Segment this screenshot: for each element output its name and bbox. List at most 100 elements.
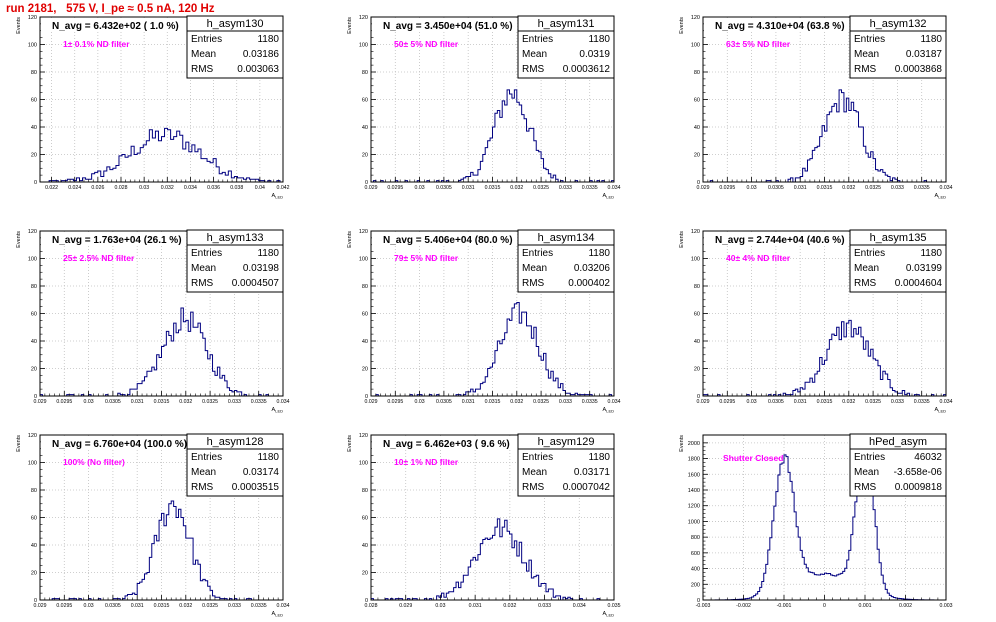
x-tick-label: 0.0295: [719, 185, 735, 191]
navg-text: N_avg = 1.763e+04 (26.1 %): [52, 235, 182, 246]
x-tick-label: 0.032: [179, 399, 192, 405]
stats-label: Mean: [854, 49, 879, 60]
x-tick-label: 0.029: [365, 185, 378, 191]
y-tick-label: 120: [691, 229, 700, 235]
x-axis-label: ALED: [935, 407, 947, 414]
x-tick-label: 0.0315: [485, 185, 501, 191]
navg-box: [704, 18, 849, 32]
y-tick-label: 40: [31, 125, 37, 131]
stats-label: Entries: [854, 452, 885, 463]
x-tick-label: 0.029: [365, 399, 378, 405]
stats-label: RMS: [854, 64, 877, 75]
y-tick-label: 20: [362, 153, 368, 159]
x-tick-label: 0.033: [228, 603, 241, 609]
navg-text: N_avg = 6.432e+02 ( 1.0 %): [52, 21, 179, 32]
y-tick-label: 120: [691, 15, 700, 21]
stats-label: RMS: [191, 278, 214, 289]
filter-annotation: 25± 2.5% ND filter: [63, 253, 135, 263]
stats-label: Entries: [854, 34, 885, 45]
stats-value: 0.03186: [243, 49, 280, 60]
histogram-line-h_asym132: [703, 89, 946, 183]
y-tick-label: 20: [31, 153, 37, 159]
x-axis-label: ALED: [603, 407, 615, 414]
x-tick-label: 0.0335: [582, 185, 598, 191]
y-axis-label: Events: [679, 231, 685, 248]
y-tick-label: 1200: [688, 504, 700, 510]
stats-value: 1180: [257, 34, 279, 45]
x-tick-label: 0.029: [399, 603, 412, 609]
y-tick-label: 80: [31, 70, 37, 76]
stats-value: 0.003063: [237, 64, 279, 75]
y-tick-label: 100: [359, 461, 368, 467]
stats-value: 0.0003612: [563, 64, 611, 75]
x-tick-label: 0.0335: [251, 603, 267, 609]
y-tick-label: 40: [362, 339, 368, 345]
x-tick-label: 0.0315: [154, 603, 170, 609]
run-title: run 2181, 575 V, I_pe ≈ 0.5 nA, 120 Hz: [6, 3, 215, 15]
histogram-panel-h_asym134: 0 20 40 60 80 100 120 0.029 0.0295 0.03 0.0305 0.03…: [347, 229, 621, 414]
x-tick-label: 0.028: [115, 185, 128, 191]
x-tick-label: 0.033: [228, 399, 241, 405]
x-tick-label: 0.034: [940, 185, 953, 191]
y-tick-label: 100: [691, 257, 700, 263]
y-tick-label: 100: [28, 43, 37, 49]
histogram-title: h_asym129: [538, 436, 595, 448]
x-tick-label: 0.0295: [387, 399, 403, 405]
x-tick-label: 0.0315: [154, 399, 170, 405]
stats-label: Entries: [191, 248, 222, 259]
y-tick-label: 120: [28, 229, 37, 235]
y-tick-label: 1000: [688, 519, 700, 525]
x-axis-label: ALED: [272, 407, 284, 414]
stats-value: 0.03174: [243, 467, 280, 478]
stats-box: [186, 448, 284, 497]
stats-value: -3.658e-06: [894, 467, 943, 478]
x-tick-label: 0.042: [277, 185, 290, 191]
histogram-title: h_asym134: [538, 232, 595, 244]
navg-box: [372, 436, 517, 450]
x-tick-label: 0.03: [139, 185, 149, 191]
stats-label: Entries: [854, 248, 885, 259]
y-axis-label: Events: [16, 435, 22, 452]
x-tick-label: 0.029: [34, 399, 47, 405]
stats-label: Entries: [522, 248, 553, 259]
x-axis-label: ALED: [603, 611, 615, 618]
x-tick-label: 0.03: [415, 399, 425, 405]
y-tick-label: 40: [694, 125, 700, 131]
y-tick-label: 1400: [688, 488, 700, 494]
y-tick-label: 80: [694, 70, 700, 76]
x-tick-label: 0.034: [184, 185, 197, 191]
y-tick-label: 20: [362, 367, 368, 373]
histogram-panel-hPed_asym: 0 200 400 600 800 1000 1200 1400 1600 1800 2000 -0.…: [679, 433, 953, 609]
x-tick-label: 0.0315: [817, 399, 833, 405]
stats-value: 0.03199: [906, 263, 943, 274]
stats-label: Mean: [522, 49, 547, 60]
y-tick-label: 120: [28, 15, 37, 21]
y-tick-label: 40: [31, 543, 37, 549]
x-axis-label: ALED: [272, 193, 284, 200]
y-tick-label: 40: [362, 125, 368, 131]
x-tick-label: 0.038: [230, 185, 243, 191]
x-tick-label: 0.034: [940, 399, 953, 405]
histogram-title: h_asym130: [207, 18, 264, 30]
y-tick-label: 0: [34, 180, 37, 186]
stats-value: 0.0007042: [563, 482, 611, 493]
x-tick-label: 0.033: [891, 185, 904, 191]
stats-label: RMS: [191, 482, 214, 493]
filter-annotation: 10± 1% ND filter: [394, 457, 459, 467]
stats-value: 0.03198: [243, 263, 280, 274]
x-tick-label: 0.03: [84, 603, 94, 609]
y-tick-label: 80: [362, 488, 368, 494]
y-tick-label: 100: [28, 461, 37, 467]
filter-annotation: 1± 0.1% ND filter: [63, 39, 130, 49]
stats-value: 0.03187: [906, 49, 943, 60]
x-tick-label: 0.0335: [251, 399, 267, 405]
stats-label: Entries: [522, 34, 553, 45]
x-tick-label: 0.0295: [387, 185, 403, 191]
x-tick-label: 0.031: [462, 185, 475, 191]
x-tick-label: 0.03: [84, 399, 94, 405]
histogram-panel-h_asym128: 0 20 40 60 80 100 120 0.029 0.0295 0.03 0.0305 0.03…: [16, 433, 290, 618]
y-tick-label: 100: [359, 43, 368, 49]
x-tick-label: 0.034: [277, 603, 290, 609]
histogram-line-h_asym131: [371, 89, 615, 183]
